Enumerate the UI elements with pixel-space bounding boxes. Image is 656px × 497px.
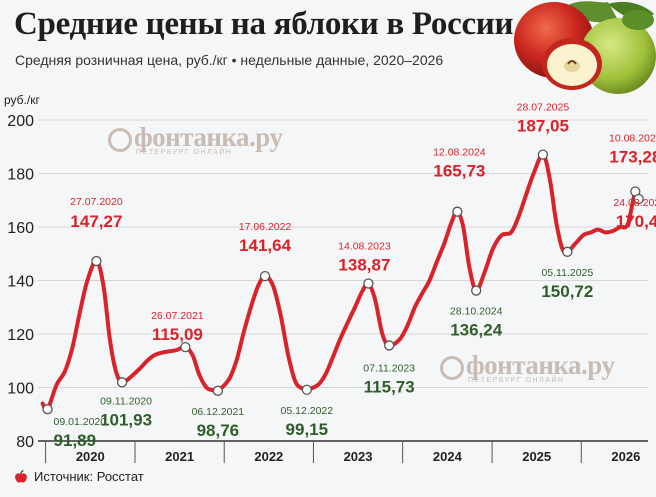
annotation-point [471, 285, 482, 296]
annotation-date: 09.01.2020 [54, 416, 107, 428]
apple-photo-icon [514, 1, 656, 94]
chart-subtitle: Средняя розничная цена, руб./кг • недель… [15, 52, 444, 68]
annotation-point [212, 385, 224, 396]
annotation-value: 99,15 [286, 420, 329, 439]
fontanka-logo-icon [108, 127, 132, 152]
annotation-date: 05.12.2022 [281, 405, 334, 417]
annotation-date: 27.07.2020 [70, 196, 123, 208]
annotation-value: 150,72 [541, 282, 593, 301]
annotation-date: 17.06.2022 [239, 221, 292, 233]
annotation-point [537, 149, 549, 160]
y-tick-label: 120 [7, 327, 34, 344]
annotation-point [452, 206, 463, 217]
annotation-point [42, 404, 53, 415]
annotation-date: 09.11.2020 [100, 395, 152, 407]
annotation-value: 115,73 [364, 377, 415, 396]
y-tick-label: 140 [7, 274, 34, 291]
annotation-date: 06.12.2021 [192, 406, 245, 418]
annotation-date: 28.07.2025 [517, 102, 570, 114]
chart-title: Средние цены на яблоки в России [14, 6, 514, 42]
annotation-date: 05.11.2025 [541, 267, 593, 279]
annotation-date: 12.08.2024 [433, 147, 486, 159]
annotation-date: 14.08.2023 [338, 241, 391, 253]
annotation-date: 28.10.2024 [450, 306, 503, 318]
annotation-date: 10.08.2026 [609, 132, 656, 144]
x-tick-label: 2022 [254, 449, 283, 464]
x-tick-label: 2021 [165, 449, 194, 464]
y-tick-label: 200 [7, 113, 34, 130]
annotation-date: 26.07.2021 [151, 310, 204, 322]
watermark-bottom: фонтанка.ру ПЕТЕРБУРГ ОНЛАЙН [440, 350, 615, 384]
annotation-point [384, 340, 395, 351]
annotation-value: 165,73 [433, 162, 485, 181]
watermark-subtext: ПЕТЕРБУРГ ОНЛАЙН [468, 377, 565, 384]
y-tick-label: 80 [16, 434, 34, 451]
annotation-point [301, 384, 312, 395]
x-tick-label: 2023 [344, 449, 373, 464]
annotation-value: 170,47 [616, 212, 656, 231]
annotation-point [259, 270, 271, 282]
source-text: Источник: Росстат [34, 469, 144, 484]
x-axis: 2020 2021 2022 2023 2024 2025 2026 [38, 440, 648, 464]
annotation-point [91, 255, 102, 267]
annotation-value: 136,24 [450, 321, 503, 340]
y-axis-unit: руб./кг [4, 93, 40, 107]
annotation-value: 187,05 [517, 117, 569, 136]
y-tick-label: 100 [7, 381, 34, 398]
series-line [40, 152, 641, 412]
x-tick-label: 2025 [522, 449, 551, 464]
watermark-top: фонтанка.ру ПЕТЕРБУРГ ОНЛАЙН [108, 122, 283, 156]
annotation-value: 115,09 [152, 325, 203, 344]
annotation-point [180, 341, 191, 353]
annotation-point [363, 278, 374, 289]
x-tick-label: 2026 [611, 449, 640, 464]
watermark-text: фонтанка.ру [134, 122, 283, 152]
grid-lines [38, 119, 648, 442]
annotation-value: 101,93 [100, 410, 152, 429]
annotation-date: 07.11.2023 [363, 362, 415, 374]
x-tick-label: 2020 [76, 449, 105, 464]
annotation-point [116, 377, 128, 388]
y-tick-label: 160 [7, 220, 34, 237]
annotation-value: 141,64 [239, 236, 292, 255]
watermark-text: фонтанка.ру [466, 350, 615, 380]
source-note: Источник: Росстат [14, 469, 144, 484]
annotation-value: 138,87 [338, 256, 390, 275]
y-tick-label: 180 [7, 167, 34, 184]
apple-icon [15, 469, 27, 483]
watermark-subtext: ПЕТЕРБУРГ ОНЛАЙН [136, 149, 233, 156]
annotation-value: 91,89 [54, 431, 97, 450]
annotation-point [562, 246, 573, 257]
annotation-date: 24.08.2026 [613, 197, 656, 209]
annotation-value: 98,76 [197, 421, 240, 440]
annotations: 09.01.2020 91,89 27.07.2020 147,27 09.11.202… [42, 102, 656, 450]
annotation-point [633, 193, 644, 205]
y-axis: 80 100 120 140 160 180 200 [7, 113, 34, 451]
annotation-value: 173,28 [609, 147, 656, 166]
x-tick-label: 2024 [433, 449, 463, 464]
fontanka-logo-icon [440, 355, 464, 380]
annotation-value: 147,27 [70, 212, 122, 231]
